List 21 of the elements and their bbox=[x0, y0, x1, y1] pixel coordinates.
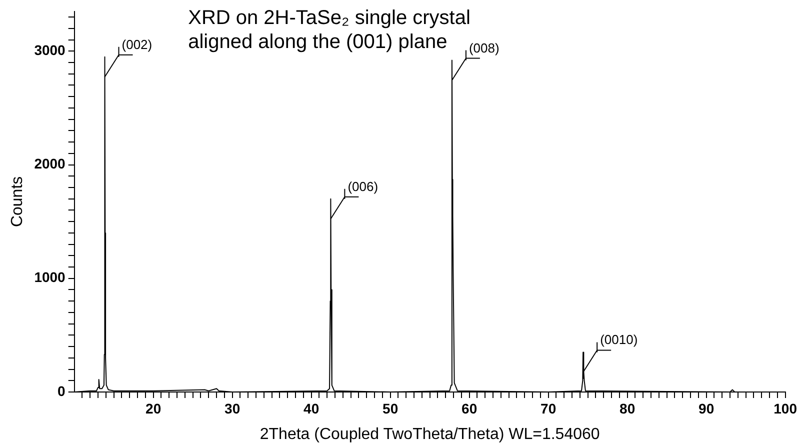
x-tick-label: 20 bbox=[146, 400, 162, 416]
chart-title: XRD on 2H-TaSe₂ single crystal bbox=[188, 7, 470, 29]
x-tick-label: 70 bbox=[540, 400, 556, 416]
x-tick-label: 80 bbox=[620, 400, 636, 416]
y-tick-label: 2000 bbox=[34, 156, 66, 172]
y-tick-label: 1000 bbox=[34, 269, 66, 286]
text: aligned along the (001) plane bbox=[188, 31, 448, 53]
annotation: (008) bbox=[468, 40, 500, 56]
x-tick-label: 90 bbox=[698, 400, 714, 416]
annotation: (0010) bbox=[600, 332, 638, 348]
x-tick-label: 30 bbox=[224, 400, 240, 416]
x-axis-title: 2Theta (Coupled TwoTheta/Theta) WL=1.54060 bbox=[260, 426, 600, 443]
y-tick-label: 0 bbox=[58, 382, 66, 399]
x-tick-label: 40 bbox=[304, 400, 320, 416]
annotation: (006) bbox=[348, 178, 378, 194]
y-axis-title: Counts bbox=[9, 176, 26, 228]
y-tick-label: 3000 bbox=[34, 42, 66, 58]
x-tick-label: 100 bbox=[774, 400, 798, 416]
x-tick-label: 50 bbox=[382, 400, 398, 416]
annotation: (002) bbox=[122, 36, 152, 52]
x-tick-label: 60 bbox=[462, 400, 478, 416]
